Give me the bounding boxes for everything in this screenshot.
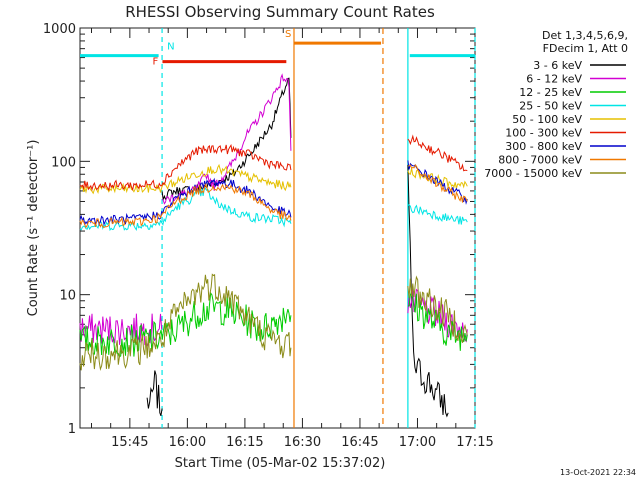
series-line <box>407 164 449 418</box>
legend-label: 800 - 7000 keV <box>498 154 582 167</box>
x-tick-label: 16:45 <box>341 435 378 450</box>
flag-flare-label: F <box>152 57 158 68</box>
y-tick-label: 10 <box>59 289 76 304</box>
series-line <box>407 134 468 172</box>
series-0 <box>146 77 449 418</box>
legend-label: 6 - 12 keV <box>526 73 582 86</box>
flag-saa: S <box>285 28 384 428</box>
series-8 <box>79 273 468 372</box>
legend-header-line-1: Det 1,3,4,5,6,9, <box>542 29 628 42</box>
legend-label: 100 - 300 keV <box>505 127 582 140</box>
x-tick-label: 17:15 <box>456 435 493 450</box>
series-line <box>79 177 292 227</box>
legend-label: 300 - 800 keV <box>505 140 582 153</box>
series-line <box>407 275 468 343</box>
x-tick-label: 16:15 <box>226 435 263 450</box>
plot-frame <box>79 27 476 429</box>
y-tick-label: 1000 <box>43 22 76 37</box>
y-tick-label: 100 <box>51 155 76 170</box>
flag-night-label: N <box>167 42 174 53</box>
chart-title: RHESSI Observing Summary Count Rates <box>125 3 435 21</box>
x-tick-label: 16:00 <box>169 435 206 450</box>
series-line <box>407 204 468 225</box>
legend-label: 12 - 25 keV <box>519 86 582 99</box>
series-7 <box>79 164 468 229</box>
series-line <box>79 182 292 229</box>
plot-area: 1 10 100 1000 15:45 16:00 16:15 16:30 16:45 17:00… <box>43 22 494 450</box>
x-tick-label: 16:30 <box>284 435 321 450</box>
y-axis-label: Count Rate (s⁻¹ detector⁻¹) <box>26 140 41 317</box>
series-line <box>79 143 292 192</box>
series-line <box>79 163 292 195</box>
series-line <box>146 370 163 416</box>
series-3 <box>79 187 468 232</box>
series-line <box>79 273 292 372</box>
x-tick-label: 15:45 <box>111 435 148 450</box>
timestamp: 13-Oct-2021 22:34 <box>560 468 636 477</box>
legend-label: 3 - 6 keV <box>533 59 582 72</box>
flag-flare: F <box>152 57 287 68</box>
x-axis-label: Start Time (05-Mar-02 15:37:02) <box>175 456 386 471</box>
series-line <box>79 187 292 232</box>
x-tick-label: 17:00 <box>399 435 436 450</box>
series-line <box>407 164 468 203</box>
flag-night: N <box>80 28 476 428</box>
series-line <box>161 73 292 205</box>
y-tick-label: 1 <box>68 422 76 437</box>
legend-header-line-2: FDecim 1, Att 0 <box>543 42 628 55</box>
flag-saa-label: S <box>285 29 291 40</box>
legend-label: 25 - 50 keV <box>519 100 582 113</box>
legend-label: 7000 - 15000 keV <box>484 167 582 180</box>
series-5 <box>79 134 468 192</box>
legend: Det 1,3,4,5,6,9, FDecim 1, Att 0 3 - 6 k… <box>484 29 628 180</box>
series-line <box>161 77 292 200</box>
series-line <box>407 291 468 351</box>
legend-label: 50 - 100 keV <box>512 113 582 126</box>
